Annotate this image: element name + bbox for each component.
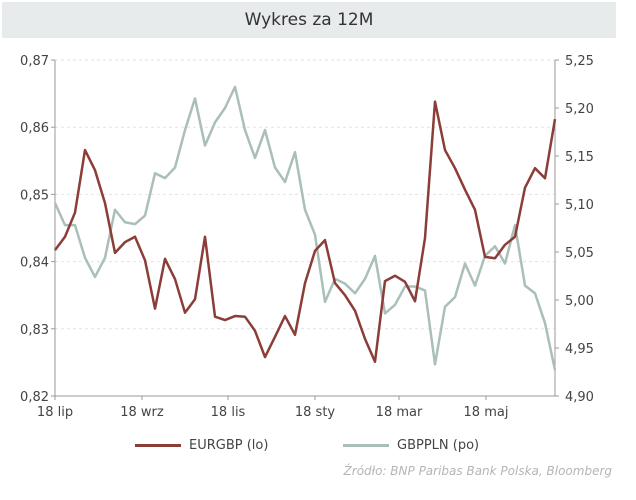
left-axis-tick-label: 0,85 [20, 188, 49, 203]
x-axis-tick-label: 18 wrz [120, 405, 164, 420]
chart-title: Wykres za 12M [2, 2, 616, 38]
right-axis-tick-label: 5,15 [565, 150, 594, 165]
left-axis-tick-label: 0,86 [20, 121, 49, 136]
legend-label-eurgbp: EURGBP (lo) [189, 438, 269, 453]
source-note: Źródło: BNP Paribas Bank Polska, Bloombe… [343, 464, 612, 478]
x-axis-tick-label: 18 maj [464, 405, 509, 420]
legend: EURGBP (lo) GBPPLN (po) [0, 438, 636, 458]
left-axis-tick-label: 0,83 [20, 323, 49, 338]
x-axis-tick-label: 18 lis [211, 405, 246, 420]
left-axis-tick-label: 0,87 [20, 54, 49, 69]
legend-label-gbppln: GBPPLN (po) [397, 438, 480, 453]
x-axis-tick-label: 18 lip [37, 405, 73, 420]
right-axis-tick-label: 4,90 [565, 390, 594, 405]
right-axis-tick-label: 5,05 [565, 246, 594, 261]
left-axis-tick-label: 0,84 [20, 256, 49, 271]
x-axis-tick-label: 18 mar [376, 405, 423, 420]
legend-item-gbppln: GBPPLN (po) [343, 438, 479, 453]
legend-swatch-eurgbp [135, 444, 181, 447]
legend-swatch-gbppln [343, 444, 389, 447]
right-axis-tick-label: 5,00 [565, 294, 594, 309]
x-axis-tick-label: 18 sty [295, 405, 336, 420]
series-line-eurgbp [53, 100, 557, 363]
right-axis-tick-label: 4,95 [565, 342, 594, 357]
left-axis-tick-label: 0,82 [20, 390, 49, 405]
right-axis-tick-label: 5,10 [565, 198, 594, 213]
legend-item-eurgbp: EURGBP (lo) [135, 438, 268, 453]
right-axis-tick-label: 5,20 [565, 102, 594, 117]
right-axis-tick-label: 5,25 [565, 54, 594, 69]
